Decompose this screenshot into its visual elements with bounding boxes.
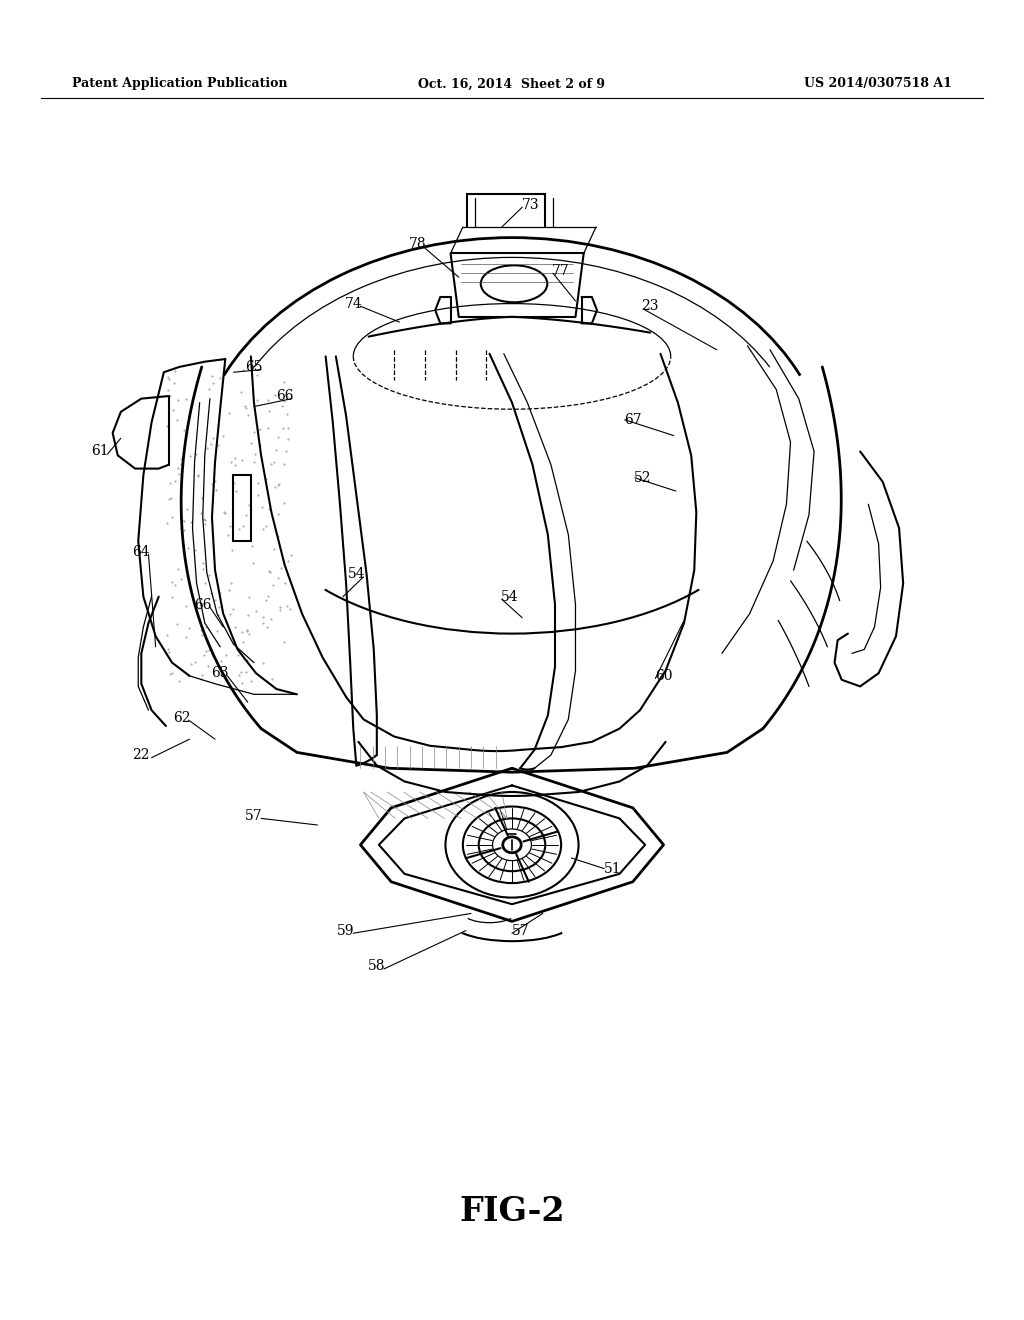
Text: 73: 73 (521, 198, 540, 211)
Text: 63: 63 (211, 667, 229, 680)
Text: 54: 54 (347, 568, 366, 581)
Text: Oct. 16, 2014  Sheet 2 of 9: Oct. 16, 2014 Sheet 2 of 9 (419, 78, 605, 90)
Text: 66: 66 (275, 389, 294, 403)
Text: Patent Application Publication: Patent Application Publication (72, 78, 287, 90)
Text: 77: 77 (552, 264, 570, 277)
Text: 57: 57 (511, 924, 529, 937)
Text: 62: 62 (173, 711, 191, 725)
Text: 51: 51 (603, 862, 622, 875)
Text: 52: 52 (634, 471, 652, 484)
Text: 22: 22 (132, 748, 151, 762)
Text: 23: 23 (641, 300, 659, 313)
Text: 66: 66 (194, 598, 212, 611)
Text: 74: 74 (344, 297, 362, 310)
Text: 65: 65 (245, 360, 263, 374)
Text: 58: 58 (368, 960, 386, 973)
Text: 64: 64 (132, 545, 151, 558)
Text: 57: 57 (245, 809, 263, 822)
Text: 67: 67 (624, 413, 642, 426)
Text: FIG-2: FIG-2 (459, 1196, 565, 1228)
Text: 78: 78 (409, 238, 427, 251)
Text: 60: 60 (654, 669, 673, 682)
Text: 54: 54 (501, 590, 519, 603)
Text: 59: 59 (337, 924, 355, 937)
Text: 61: 61 (91, 445, 110, 458)
Text: US 2014/0307518 A1: US 2014/0307518 A1 (805, 78, 952, 90)
